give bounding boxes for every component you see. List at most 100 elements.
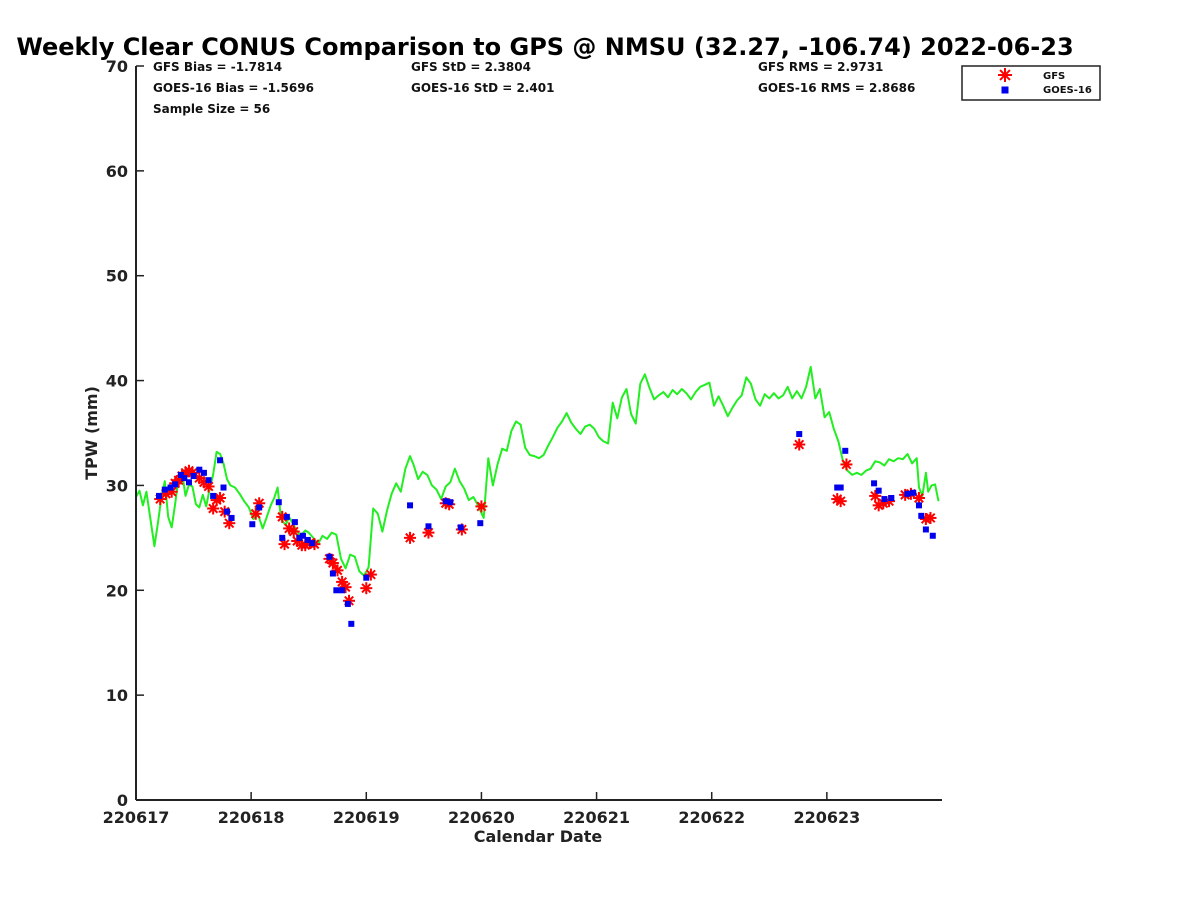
goes16-point xyxy=(344,600,351,607)
y-tick-label: 0 xyxy=(117,791,128,810)
goes16-point xyxy=(296,534,303,541)
goes16-point xyxy=(871,480,878,487)
goes16-point xyxy=(181,475,188,482)
stat-gfs-std: GFS StD = 2.3804 xyxy=(411,60,531,74)
goes16-point xyxy=(156,492,163,499)
goes16-point xyxy=(304,536,311,543)
markers-layer xyxy=(154,431,937,627)
goes16-point xyxy=(918,512,925,519)
goes16-point xyxy=(875,487,882,494)
gfs-point xyxy=(869,489,882,502)
goes16-point xyxy=(363,574,370,581)
x-axis-label: Calendar Date xyxy=(474,827,603,846)
axes: 0 10 20 30 40 50 60 70 220617 220618 220619 220620 2… xyxy=(103,57,942,827)
goes16-point xyxy=(275,499,282,506)
goes16-point xyxy=(842,447,849,454)
legend: GFS GOES-16 xyxy=(961,65,1101,101)
goes16-point xyxy=(167,484,174,491)
goes16-point xyxy=(425,523,432,530)
x-tick-label: 220623 xyxy=(793,808,860,827)
y-tick-label: 50 xyxy=(106,267,128,286)
goes16-point xyxy=(200,469,207,476)
goes16-point xyxy=(190,472,197,479)
goes16-point xyxy=(881,496,888,503)
goes16-point xyxy=(249,521,256,528)
gfs-point xyxy=(249,507,262,520)
gfs-point xyxy=(360,582,373,595)
y-tick-label: 30 xyxy=(106,476,128,495)
x-tick-label: 220618 xyxy=(218,808,285,827)
y-tick-label: 20 xyxy=(106,581,128,600)
legend-gfs-marker xyxy=(998,68,1012,82)
goes16-point xyxy=(837,484,844,491)
stat-goes-bias: GOES-16 Bias = -1.5696 xyxy=(153,81,314,95)
goes16-point xyxy=(477,520,484,527)
y-tick-label: 10 xyxy=(106,686,128,705)
goes16-point xyxy=(922,526,929,533)
goes16-point xyxy=(299,532,306,539)
goes16-point xyxy=(205,477,212,484)
y-tick-label: 60 xyxy=(106,162,128,181)
goes16-point xyxy=(326,553,333,560)
goes16-point xyxy=(196,466,203,473)
gfs-point xyxy=(287,525,300,538)
gfs-point xyxy=(924,511,937,524)
legend-goes-label: GOES-16 xyxy=(1043,85,1092,96)
stat-gfs-rms: GFS RMS = 2.9731 xyxy=(758,60,883,74)
goes16-point xyxy=(256,504,263,511)
goes16-point xyxy=(223,508,230,515)
goes16-point xyxy=(339,587,346,594)
gfs-point xyxy=(793,438,806,451)
gps-series-line xyxy=(135,365,940,577)
goes16-point xyxy=(333,587,340,594)
gfs-point xyxy=(840,458,853,471)
goes16-point xyxy=(910,489,917,496)
x-tick-label: 220620 xyxy=(448,808,515,827)
legend-goes-symbol xyxy=(1001,86,1009,94)
goes16-point xyxy=(442,498,449,505)
goes16-point xyxy=(457,524,464,531)
gfs-point xyxy=(404,531,417,544)
goes16-point xyxy=(309,540,316,547)
goes16-point xyxy=(447,499,454,506)
goes16-point xyxy=(796,431,803,438)
stat-sample-size: Sample Size = 56 xyxy=(153,102,270,116)
goes16-point xyxy=(329,570,336,577)
goes16-point xyxy=(915,502,922,509)
stat-goes-rms: GOES-16 RMS = 2.8686 xyxy=(758,81,915,95)
goes16-point xyxy=(217,457,224,464)
x-tick-label: 220621 xyxy=(563,808,630,827)
goes16-point xyxy=(161,486,168,493)
legend-gfs-symbol xyxy=(998,68,1012,82)
goes16-point xyxy=(904,490,911,497)
legend-box xyxy=(961,65,1101,101)
goes16-point xyxy=(348,620,355,627)
x-tick-label: 220619 xyxy=(333,808,400,827)
goes16-point xyxy=(185,479,192,486)
y-tick-label: 70 xyxy=(106,57,128,76)
goes16-point xyxy=(177,471,184,478)
x-tick-label: 220617 xyxy=(103,808,170,827)
gfs-point xyxy=(475,500,488,513)
goes16-point xyxy=(291,519,298,526)
goes16-point xyxy=(834,484,841,491)
goes16-point xyxy=(220,484,227,491)
gfs-point xyxy=(202,480,215,493)
legend-gfs-label: GFS xyxy=(1043,71,1065,82)
goes16-point xyxy=(283,513,290,520)
x-tick-label: 220622 xyxy=(678,808,745,827)
y-axis-label: TPW (mm) xyxy=(82,386,101,480)
gfs-point xyxy=(834,495,847,508)
gfs-point xyxy=(422,526,435,539)
stat-goes-std: GOES-16 StD = 2.401 xyxy=(411,81,554,95)
goes16-point xyxy=(228,514,235,521)
legend-goes-marker xyxy=(1001,86,1009,94)
goes16-point xyxy=(407,502,414,509)
goes16-point xyxy=(929,532,936,539)
chart-title: Weekly Clear CONUS Comparison to GPS @ N… xyxy=(16,33,1073,61)
goes16-point xyxy=(888,495,895,502)
stat-gfs-bias: GFS Bias = -1.7814 xyxy=(153,60,282,74)
goes16-point xyxy=(172,481,179,488)
y-tick-label: 40 xyxy=(106,372,128,391)
